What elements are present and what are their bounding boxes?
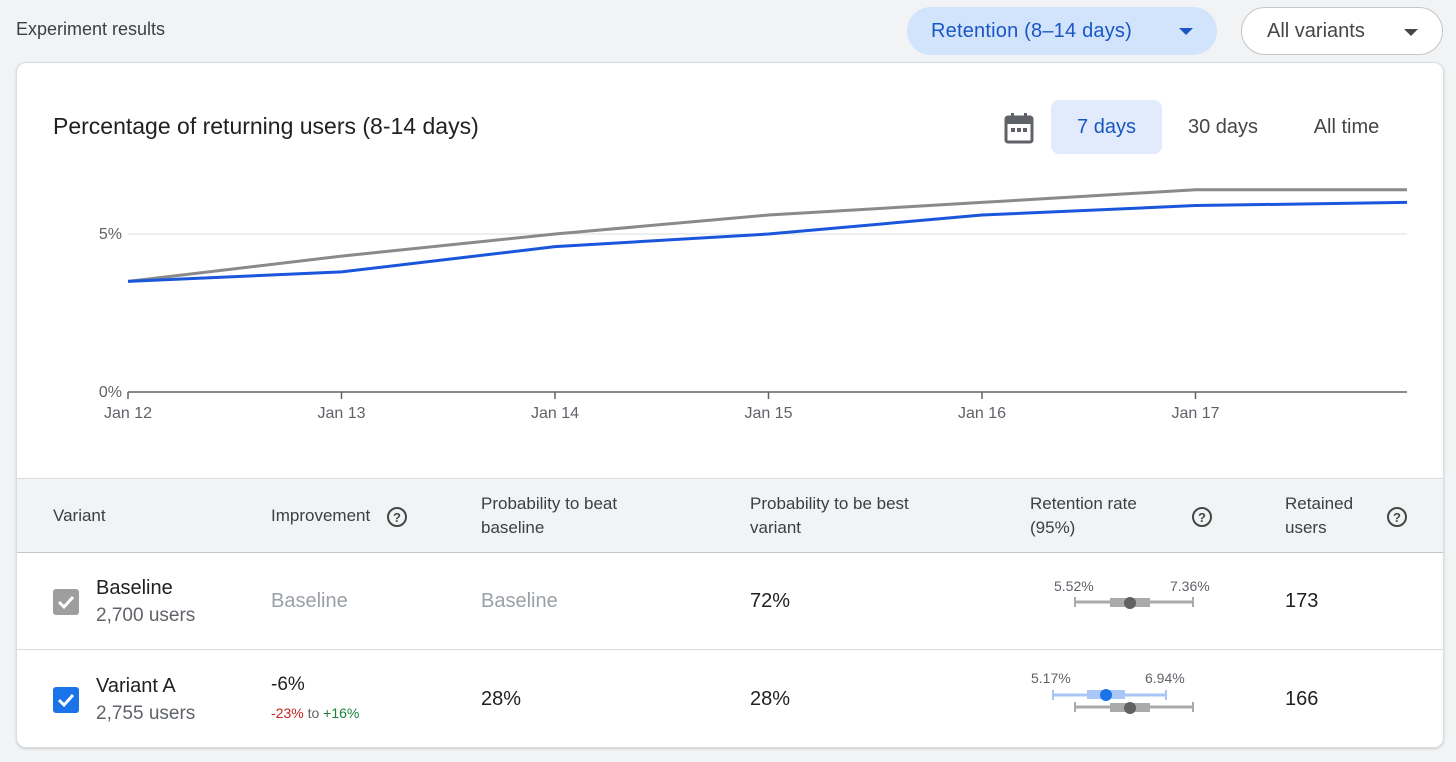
retention-line-chart: 0% 5% Jan 12 Jan 13 Jan 14 Jan 15 Jan 16 Jan 17 <box>99 188 1408 422</box>
retention-ci-plot: 5.17% 6.94% <box>1031 670 1194 714</box>
ci-high-label: 7.36% <box>1170 578 1210 594</box>
help-icon[interactable]: ? <box>1387 507 1407 527</box>
chevron-down-icon <box>1404 29 1418 36</box>
col-variant: Variant <box>53 506 106 525</box>
metric-dropdown[interactable]: Retention (8–14 days) <box>907 7 1217 55</box>
variant-name: Variant A <box>96 675 176 697</box>
help-icon[interactable]: ? <box>387 507 407 527</box>
ci-low-label: 5.52% <box>1054 578 1094 594</box>
prob-beat-value: 28% <box>481 688 522 710</box>
page-title: Experiment results <box>16 19 166 39</box>
y-tick-label: 0% <box>99 384 122 401</box>
variant-name: Baseline <box>96 577 173 599</box>
series-line-1 <box>127 200 1408 283</box>
chart-title: Percentage of returning users (8-14 days… <box>53 113 479 139</box>
improvement-high: +16% <box>323 705 360 721</box>
ci-point <box>1124 597 1136 609</box>
variant-users: 2,755 users <box>96 703 196 724</box>
prob-beat-value: Baseline <box>481 590 558 612</box>
series-line-0 <box>127 188 1407 283</box>
variant-a-checkbox[interactable] <box>53 687 79 713</box>
ci-point <box>1100 689 1112 701</box>
col-prob-beat: Probability to beat baseline <box>481 494 618 537</box>
x-tick-label: Jan 14 <box>531 405 579 422</box>
table-header: Variant Improvement ? Probability to bea… <box>17 478 1443 553</box>
page-header: Experiment results Retention (8–14 days)… <box>0 0 1456 62</box>
x-tick-label: Jan 13 <box>317 405 365 422</box>
help-icon[interactable]: ? <box>1192 507 1212 527</box>
y-tick-label: 5% <box>99 226 122 243</box>
retained-value: 173 <box>1285 590 1319 612</box>
x-tick-label: Jan 16 <box>958 405 1006 422</box>
col-retention: Retention rate (95%) <box>1030 494 1137 537</box>
results-card: Percentage of returning users (8-14 days… <box>16 62 1444 748</box>
col-improvement: Improvement <box>271 506 371 525</box>
table-row: Baseline 2,700 users Baseline Baseline 7… <box>17 553 1443 650</box>
ci-high-label: 6.94% <box>1145 670 1185 686</box>
col-prob-best: Probability to be best variant <box>750 494 909 537</box>
metric-dropdown-label: Retention (8–14 days) <box>931 19 1132 42</box>
ci-low-label: 5.17% <box>1031 670 1071 686</box>
check-icon <box>57 693 75 708</box>
improvement-low: -23% <box>271 705 304 721</box>
improvement-to: to <box>307 705 320 721</box>
baseline-checkbox[interactable] <box>53 589 79 615</box>
x-tick-label: Jan 17 <box>1171 405 1219 422</box>
improvement-value: Baseline <box>271 590 348 612</box>
table-row: Variant A 2,755 users -6% -23% to +16% 2… <box>17 651 1443 747</box>
check-icon <box>57 595 75 610</box>
prob-best-value: 28% <box>750 688 791 710</box>
improvement-value: -6% <box>271 674 305 695</box>
prob-best-value: 72% <box>750 590 791 612</box>
improvement-range: -23% to +16% <box>271 705 359 721</box>
ci-point <box>1124 702 1136 714</box>
variants-dropdown-label: All variants <box>1267 19 1365 42</box>
chevron-down-icon <box>1179 28 1193 35</box>
retained-value: 166 <box>1285 688 1319 710</box>
variant-users: 2,700 users <box>96 605 196 626</box>
col-retained: Retained users <box>1285 494 1354 537</box>
range-30-days-button[interactable]: 30 days <box>1187 115 1259 138</box>
variants-dropdown[interactable]: All variants <box>1241 7 1443 55</box>
retention-ci-plot: 5.52% 7.36% <box>1054 578 1210 609</box>
calendar-icon[interactable] <box>1004 112 1034 144</box>
range-all-time-button[interactable]: All time <box>1313 115 1380 138</box>
x-tick-label: Jan 12 <box>104 405 152 422</box>
range-7-days-button[interactable]: 7 days <box>1051 100 1162 154</box>
x-tick-label: Jan 15 <box>744 405 792 422</box>
